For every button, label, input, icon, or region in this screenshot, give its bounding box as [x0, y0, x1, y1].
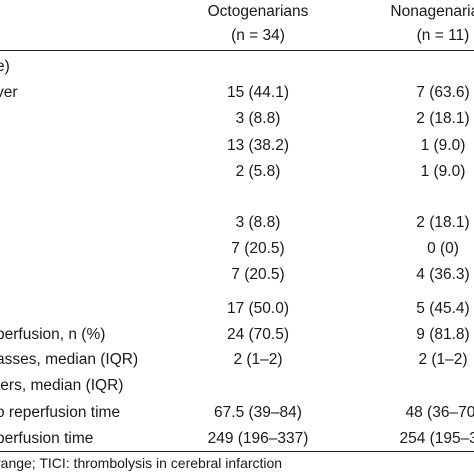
cell-nonagenarians: 2 (1–2)	[418, 351, 468, 368]
cell-octogenarians: 249 (196–337)	[207, 430, 309, 447]
col-n-octogenarians: (n = 34)	[231, 27, 285, 44]
row-label: perfusion, n (%)	[0, 326, 106, 343]
cell-nonagenarians: 2 (18.1)	[416, 110, 470, 127]
header-rule	[0, 50, 474, 51]
bottom-rule	[0, 451, 474, 452]
cell-octogenarians: 7 (20.5)	[231, 240, 285, 257]
cell-octogenarians: 3 (8.8)	[235, 110, 281, 127]
row-label: ver	[0, 84, 18, 101]
col-n-nonagenarians: (n = 11)	[416, 27, 470, 44]
cell-nonagenarians: 2 (18.1)	[416, 214, 470, 231]
row-label: e)	[0, 58, 10, 75]
cell-nonagenarians: 9 (81.8)	[416, 326, 470, 343]
cell-octogenarians: 13 (38.2)	[226, 137, 290, 154]
cell-nonagenarians: 4 (36.3)	[416, 266, 470, 283]
col-header-nonagenarians: Nonagenarians	[390, 3, 474, 20]
row-label: asses, median (IQR)	[0, 351, 139, 368]
row-label: o reperfusion time	[0, 404, 121, 421]
cell-nonagenarians: 0 (0)	[427, 240, 459, 257]
row-label: ters, median (IQR)	[0, 377, 124, 394]
cell-octogenarians: 7 (20.5)	[231, 266, 285, 283]
cell-octogenarians: 2 (1–2)	[233, 351, 283, 368]
row-label: perfusion time	[0, 430, 94, 447]
cell-nonagenarians: 5 (45.4)	[416, 300, 470, 317]
cell-octogenarians: 17 (50.0)	[226, 300, 290, 317]
cell-octogenarians: 24 (70.5)	[226, 326, 290, 343]
col-header-octogenarians: Octogenarians	[207, 3, 309, 20]
cell-nonagenarians: 1 (9.0)	[420, 163, 466, 180]
table-footnote: range; TICI: thrombolysis in cerebral in…	[0, 455, 283, 471]
cell-octogenarians: 2 (5.8)	[235, 163, 281, 180]
cell-nonagenarians: 1 (9.0)	[420, 137, 466, 154]
cell-octogenarians: 67.5 (39–84)	[214, 404, 302, 421]
cell-octogenarians: 15 (44.1)	[226, 84, 290, 101]
cell-nonagenarians: 48 (36–70)	[405, 404, 474, 421]
cell-nonagenarians: 7 (63.6)	[416, 84, 470, 101]
cell-octogenarians: 3 (8.8)	[235, 214, 281, 231]
cell-nonagenarians: 254 (195–36	[399, 430, 474, 447]
